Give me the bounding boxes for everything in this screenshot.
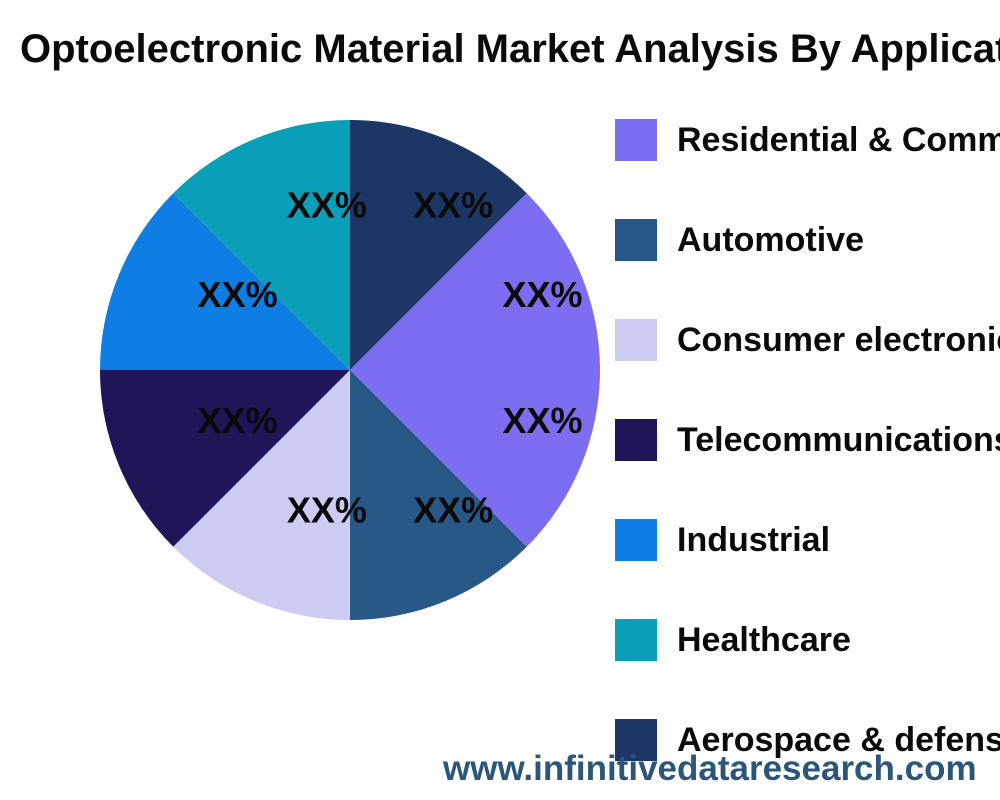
svg-text:XX%: XX% <box>502 274 582 315</box>
svg-text:XX%: XX% <box>287 185 367 226</box>
svg-text:XX%: XX% <box>198 400 278 441</box>
svg-text:XX%: XX% <box>198 274 278 315</box>
svg-text:XX%: XX% <box>287 489 367 530</box>
svg-text:XX%: XX% <box>502 400 582 441</box>
svg-text:XX%: XX% <box>413 185 493 226</box>
svg-text:XX%: XX% <box>413 489 493 530</box>
